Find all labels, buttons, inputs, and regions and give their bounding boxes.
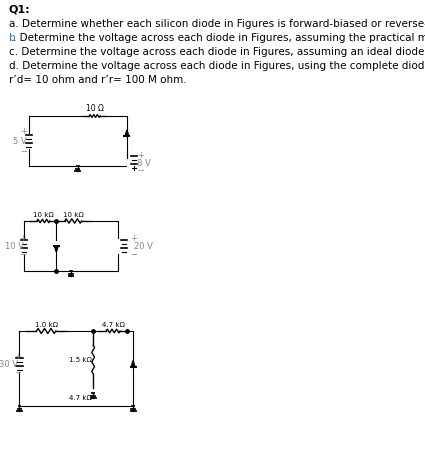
Text: 4.7 kΩ: 4.7 kΩ bbox=[102, 321, 125, 327]
Text: Q1:: Q1: bbox=[9, 5, 31, 15]
Text: 30 V: 30 V bbox=[0, 359, 18, 368]
Text: b: b bbox=[9, 33, 16, 43]
Text: 8 V: 8 V bbox=[137, 158, 151, 167]
Text: −: − bbox=[14, 367, 22, 376]
Text: 1.0 kΩ: 1.0 kΩ bbox=[35, 321, 58, 327]
Text: 10 Ω: 10 Ω bbox=[86, 104, 104, 113]
Polygon shape bbox=[131, 361, 135, 367]
Text: +: + bbox=[14, 351, 21, 360]
Text: 10 kΩ: 10 kΩ bbox=[33, 211, 54, 218]
Text: −: − bbox=[130, 250, 137, 259]
Text: 1.5 kΩ: 1.5 kΩ bbox=[69, 357, 92, 363]
Text: 20 V: 20 V bbox=[134, 242, 153, 251]
Text: . Determine the voltage across each diode in Figures, assuming the practical mod: . Determine the voltage across each diod… bbox=[13, 33, 425, 43]
Text: c. Determine the voltage across each diode in Figures, assuming an ideal diode.: c. Determine the voltage across each dio… bbox=[9, 47, 425, 57]
Text: −: − bbox=[20, 147, 27, 156]
Polygon shape bbox=[54, 247, 58, 252]
Text: 4.7 kΩ: 4.7 kΩ bbox=[69, 394, 92, 400]
Text: +: + bbox=[137, 150, 144, 159]
Text: +: + bbox=[130, 234, 137, 243]
Text: −: − bbox=[20, 250, 26, 259]
Polygon shape bbox=[125, 131, 129, 137]
Text: +: + bbox=[20, 234, 26, 243]
Text: 10 V: 10 V bbox=[5, 242, 24, 251]
Text: r’d= 10 ohm and r’r= 100 M ohm.: r’d= 10 ohm and r’r= 100 M ohm. bbox=[9, 75, 187, 85]
Text: d. Determine the voltage across each diode in Figures, using the complete diode : d. Determine the voltage across each dio… bbox=[9, 61, 425, 71]
Text: −: − bbox=[137, 166, 144, 175]
Text: +: + bbox=[20, 127, 27, 136]
Text: 5 V: 5 V bbox=[13, 137, 27, 146]
Text: 10 kΩ: 10 kΩ bbox=[63, 211, 84, 218]
Text: a. Determine whether each silicon diode in Figures is forward-biased or reverse-: a. Determine whether each silicon diode … bbox=[9, 19, 425, 29]
